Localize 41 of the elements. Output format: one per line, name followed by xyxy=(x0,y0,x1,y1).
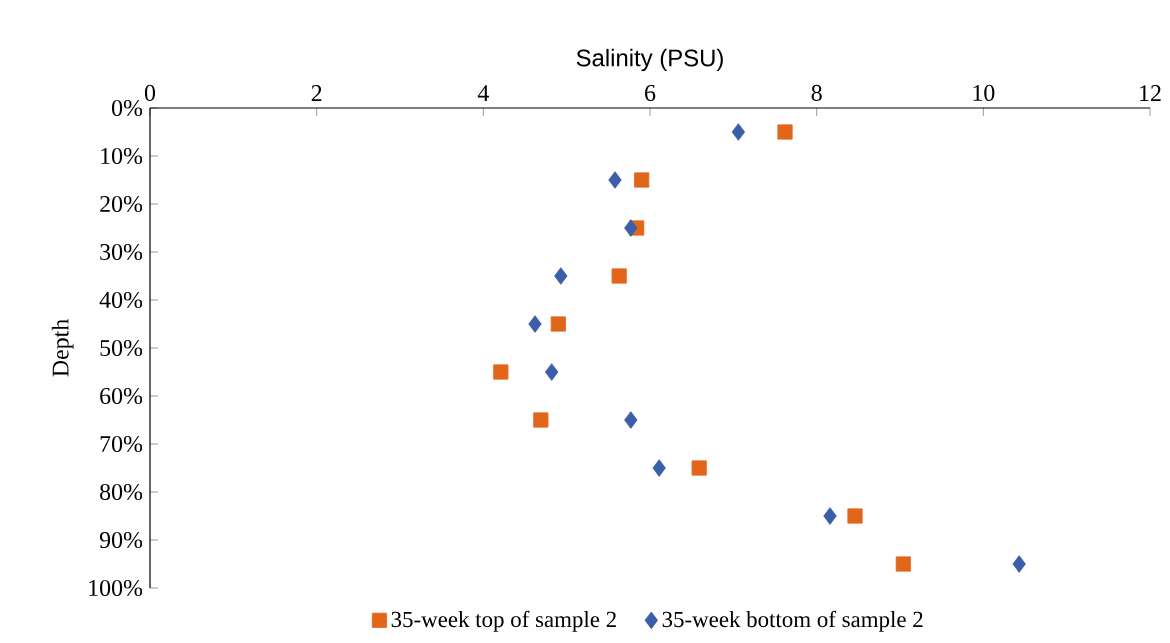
point xyxy=(624,219,638,237)
x-axis-title: Salinity (PSU) xyxy=(576,48,723,72)
y-tick-label: 90% xyxy=(99,531,143,549)
point xyxy=(777,124,793,140)
legend-label: 35-week bottom of sample 2 xyxy=(662,610,923,632)
point xyxy=(528,315,542,333)
y-tick-label: 30% xyxy=(100,243,143,261)
y-tick-label: 60% xyxy=(100,387,143,405)
point xyxy=(611,268,627,284)
point xyxy=(554,267,568,285)
y-tick-label: 100% xyxy=(89,579,143,597)
x-tick-label: 12 xyxy=(1140,85,1161,101)
x-tick-label: 2 xyxy=(311,85,322,101)
y-tick-label: 50% xyxy=(100,339,143,357)
x-tick-label: 0 xyxy=(144,84,156,101)
point xyxy=(652,459,666,477)
point xyxy=(634,172,650,188)
point xyxy=(624,411,638,429)
y-axis-title: Depth xyxy=(51,319,74,377)
x-tick-label: 6 xyxy=(645,84,656,101)
point xyxy=(608,171,622,189)
point xyxy=(895,556,911,572)
point xyxy=(1012,555,1026,573)
point xyxy=(533,412,549,428)
point xyxy=(493,364,509,380)
y-tick-label: 10% xyxy=(101,147,143,165)
x-tick-label: 10 xyxy=(973,84,995,101)
y-tick-label: 20% xyxy=(100,195,143,213)
legend-label: 35-week top of sample 2 xyxy=(391,610,616,632)
y-tick-label: 80% xyxy=(100,483,143,501)
point xyxy=(550,316,566,332)
x-tick-label: 4 xyxy=(477,85,489,101)
point xyxy=(731,123,746,141)
point xyxy=(544,363,559,381)
x-tick-label: 8 xyxy=(811,84,822,101)
y-tick-label: 40% xyxy=(99,291,143,309)
y-tick-label: 70% xyxy=(100,435,143,453)
y-tick-label: 0% xyxy=(111,99,143,117)
point xyxy=(691,460,707,476)
point xyxy=(847,508,863,524)
point xyxy=(823,507,837,525)
